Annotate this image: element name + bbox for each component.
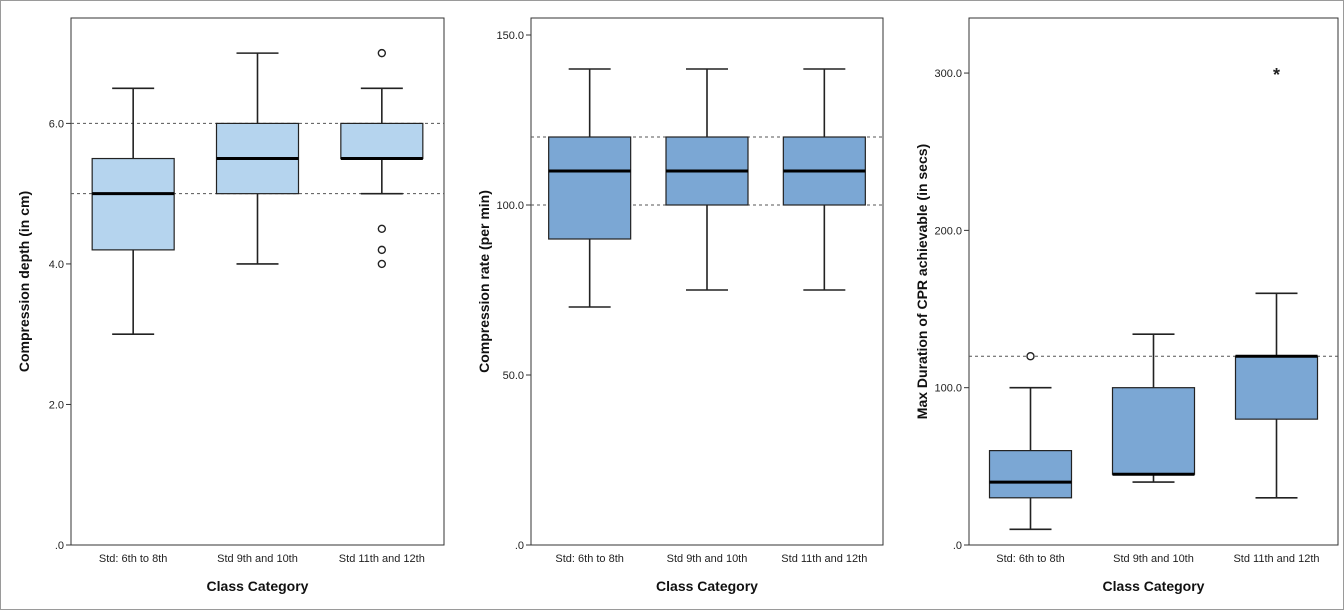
extreme-point: * [1273,65,1280,85]
outlier-point [377,48,387,58]
y-tick-label: 2.0 [49,399,64,411]
outlier-point [1026,352,1035,361]
x-category-label: Std 11th and 12th [1233,553,1319,565]
y-tick-label: 200.0 [934,225,962,237]
box-iqr [340,122,424,160]
x-category-label: Std: 6th to 8th [996,553,1065,565]
x-axis-title: Class Category [1103,578,1205,594]
y-tick-label: .0 [515,540,524,552]
outlier-point [377,245,387,255]
x-category-label: Std 11th and 12th [781,553,867,565]
outlier-point [377,224,387,234]
box-iqr [548,136,632,240]
x-category-label: Std 9th and 10th [667,553,748,565]
outlier-point [377,259,387,269]
x-axis-title: Class Category [207,578,309,594]
box-iqr [1234,355,1319,420]
y-tick-label: 100.0 [496,200,524,212]
y-tick-label: 4.0 [49,259,64,271]
x-category-label: Std 9th and 10th [217,553,298,565]
y-tick-label: 100.0 [934,383,962,395]
y-axis-title: Compression depth (in cm) [16,191,32,372]
y-tick-label: .0 [953,540,962,552]
y-tick-label: .0 [55,540,64,552]
x-category-label: Std: 6th to 8th [555,553,624,565]
y-tick-label: 150.0 [496,30,524,42]
box-iqr [91,157,175,251]
box-iqr [988,450,1073,499]
y-axis-title: Compression rate (per min) [476,190,492,373]
x-category-label: Std 9th and 10th [1113,553,1194,565]
y-tick-label: 6.0 [49,118,64,130]
x-category-label: Std: 6th to 8th [99,553,168,565]
x-axis-title: Class Category [656,578,758,594]
y-tick-label: 50.0 [503,370,524,382]
x-category-label: Std 11th and 12th [339,553,425,565]
y-axis-title: Max Duration of CPR achievable (in secs) [914,144,930,419]
y-tick-label: 300.0 [934,68,962,80]
box-iqr [1111,387,1196,475]
